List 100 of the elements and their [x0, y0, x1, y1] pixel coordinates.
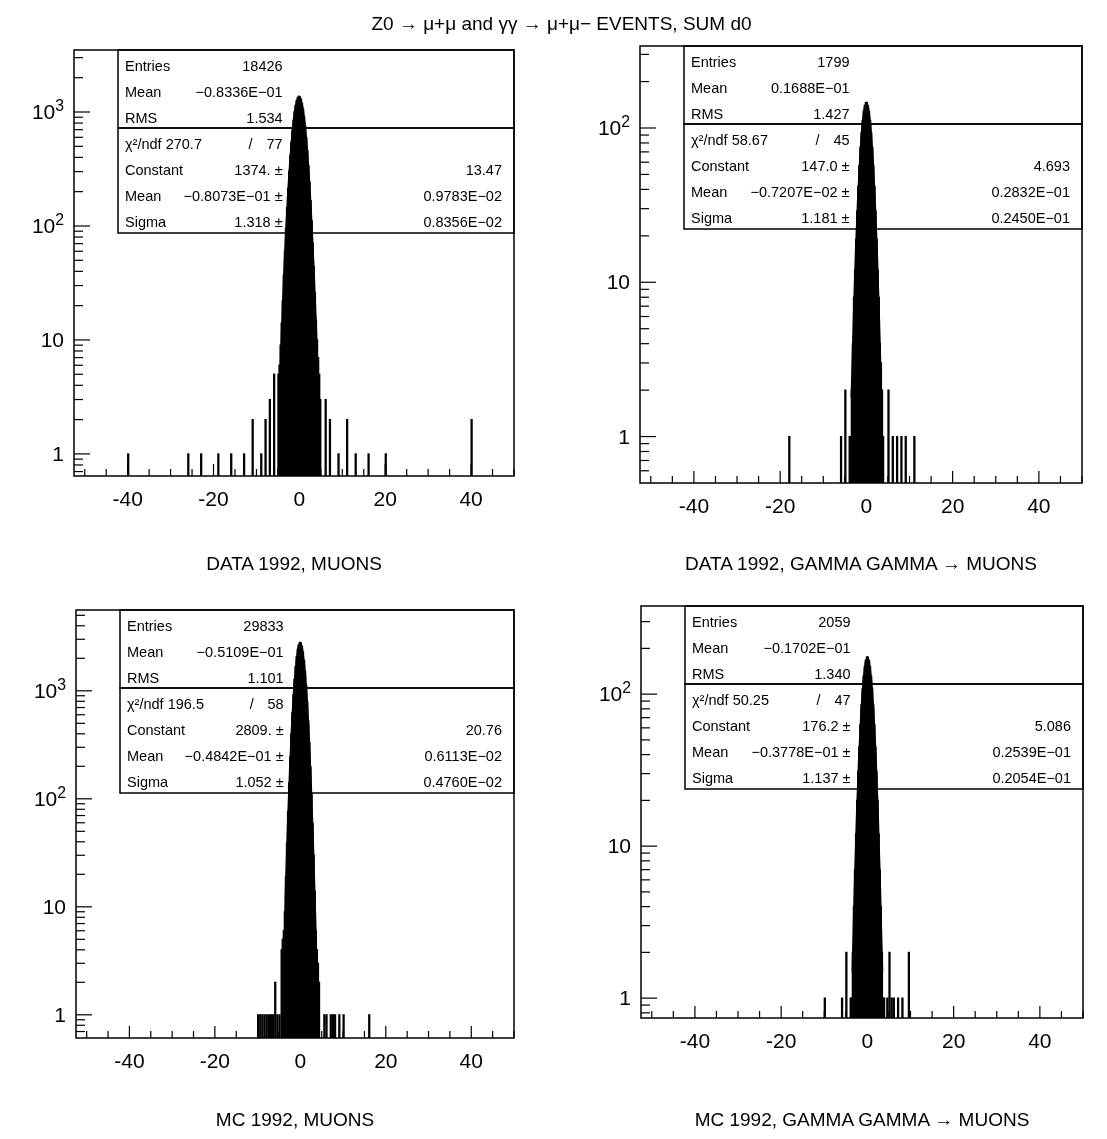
annotation: Sigma — [127, 774, 170, 790]
annotation: 1.340 — [814, 666, 851, 682]
annotation: 2809. ± — [235, 722, 284, 738]
x-tick-label: 0 — [861, 1029, 874, 1052]
annotation: 1.534 — [246, 110, 283, 126]
annotation: Mean — [125, 84, 162, 100]
annotation: Sigma — [691, 210, 734, 226]
annotation: 4.693 — [1033, 158, 1070, 174]
y-tick-label: 10 — [606, 270, 630, 294]
annotation: 58 — [267, 696, 284, 712]
annotation: 0.6113E−02 — [424, 748, 502, 764]
y-tick-label: 10$^{3}$ — [31, 96, 65, 124]
y-tick-label: 10$^{2}$ — [598, 678, 631, 706]
annotation: Constant — [127, 722, 186, 738]
x-tick-label: 20 — [374, 1049, 398, 1072]
y-tick-label: 10$^{2}$ — [31, 210, 64, 237]
annotation: RMS — [691, 106, 724, 122]
annotation: 1.052 ± — [235, 774, 284, 790]
annotation: Mean — [127, 748, 164, 764]
x-tick-label: -20 — [765, 1029, 797, 1052]
x-axis-title: DATA 1992, GAMMA GAMMA → MUONS — [685, 553, 1037, 574]
x-tick-label: 20 — [940, 494, 965, 517]
y-tick-label: 10$^{2}$ — [597, 112, 630, 139]
annotation: Constant — [691, 158, 750, 174]
x-tick-label: 40 — [1027, 494, 1051, 517]
text: Z0 → μ+μ and γγ → μ+μ− EVENTS, SUM d0 — [371, 13, 752, 34]
annotation: RMS — [127, 670, 160, 686]
x-tick-label: 0 — [860, 494, 873, 517]
annotation: 18426 — [242, 58, 283, 74]
annotation: Mean — [692, 744, 729, 760]
x-tick-label: 20 — [373, 487, 397, 510]
x-tick-label: -20 — [199, 1049, 231, 1072]
annotation: 1.101 — [247, 670, 284, 686]
annotation: 1.137 ± — [802, 770, 851, 786]
annotation: Constant — [125, 162, 184, 178]
annotation: RMS — [125, 110, 158, 126]
annotation: −0.4842E−01 ± — [184, 748, 284, 764]
annotation: / — [249, 696, 255, 712]
y-tick-label: 1 — [54, 1002, 66, 1026]
annotation: Mean — [125, 188, 162, 204]
annotation: RMS — [692, 666, 725, 682]
x-tick-label: 40 — [459, 487, 483, 510]
annotation: Sigma — [692, 770, 735, 786]
annotation: 47 — [834, 692, 851, 708]
annotation: χ²/ndf 270.7 — [125, 136, 202, 152]
annotation: 2059 — [818, 614, 851, 630]
annotation: 1.181 ± — [801, 210, 850, 226]
x-axis-title: DATA 1992, MUONS — [206, 553, 382, 574]
annotation: Entries — [692, 614, 738, 630]
y-tick-label: 10 — [40, 327, 64, 351]
annotation: 1.427 — [813, 106, 850, 122]
y-tick-label: 1 — [618, 424, 630, 448]
y-tick-label: 10 — [42, 894, 66, 918]
annotation: Entries — [125, 58, 171, 74]
annotation: 0.1688E−01 — [770, 80, 850, 96]
annotation: / — [248, 136, 254, 152]
annotation: / — [816, 692, 822, 708]
annotation: χ²/ndf 196.5 — [127, 696, 204, 712]
annotation: 1799 — [817, 54, 850, 70]
annotation: 45 — [833, 132, 850, 148]
annotation: −0.8073E−01 ± — [183, 188, 283, 204]
annotation: 0.2450E−01 — [991, 210, 1070, 226]
annotation: 29833 — [243, 618, 284, 634]
annotation: 77 — [266, 136, 283, 152]
annotation: 0.9783E−02 — [423, 188, 502, 204]
annotation: 0.2054E−01 — [992, 770, 1071, 786]
x-tick-label: -40 — [678, 494, 710, 517]
x-tick-label: 40 — [1028, 1029, 1052, 1052]
y-tick-label: 10$^{3}$ — [33, 675, 67, 702]
annotation: −0.8336E−01 — [195, 84, 283, 100]
annotation: 1374. ± — [234, 162, 283, 178]
annotation: Entries — [691, 54, 737, 70]
annotation: 0.2832E−01 — [991, 184, 1070, 200]
x-axis-title: MC 1992, MUONS — [215, 1109, 375, 1130]
annotation: −0.1702E−01 — [763, 640, 851, 656]
annotation: Entries — [127, 618, 173, 634]
annotation: 0.4760E−02 — [423, 774, 502, 790]
y-tick-label: 10 — [607, 834, 631, 858]
annotation: 0.8356E−02 — [423, 214, 502, 230]
annotation: χ²/ndf 50.25 — [692, 692, 769, 708]
x-tick-label: 20 — [941, 1029, 966, 1052]
y-tick-label: 1 — [52, 441, 64, 465]
x-tick-label: -40 — [679, 1029, 711, 1052]
annotation: 176.2 ± — [802, 718, 851, 734]
annotation: Constant — [692, 718, 751, 734]
annotation: −0.7207E−02 ± — [750, 184, 850, 200]
annotation: χ²/ndf 58.67 — [691, 132, 768, 148]
x-tick-label: 40 — [459, 1049, 483, 1072]
annotation: Sigma — [125, 214, 168, 230]
annotation: 1.318 ± — [234, 214, 283, 230]
annotation: 147.0 ± — [801, 158, 850, 174]
x-tick-label: 0 — [293, 487, 306, 510]
x-tick-label: 0 — [294, 1049, 307, 1072]
y-tick-label: 10$^{2}$ — [33, 783, 66, 810]
annotation: Mean — [691, 80, 728, 96]
annotation: 13.47 — [465, 162, 502, 178]
annotation: −0.5109E−01 — [196, 644, 284, 660]
x-axis-title: MC 1992, GAMMA GAMMA → MUONS — [694, 1109, 1030, 1130]
annotation: / — [815, 132, 821, 148]
x-tick-label: -40 — [112, 487, 143, 510]
